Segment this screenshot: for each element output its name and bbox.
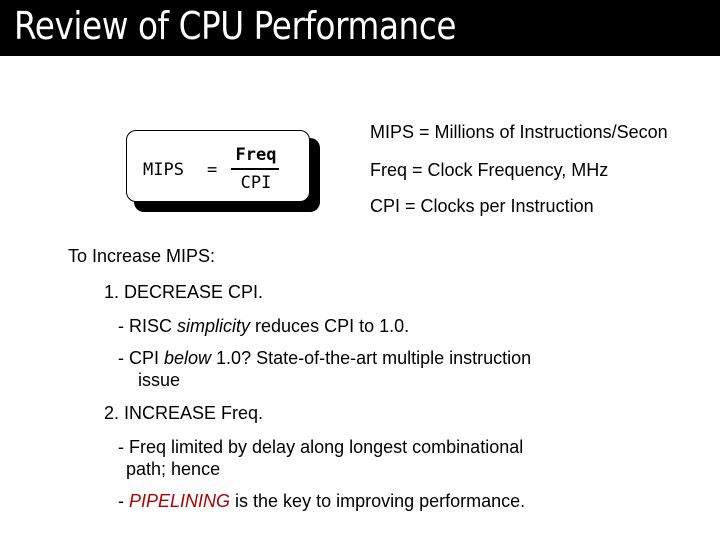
sub-item-cpi-below: - CPI below 1.0? State-of-the-art multip… <box>118 348 531 369</box>
sub-item-cpi-below-emphasis: below <box>164 348 212 368</box>
sub-item-freq-limited-cont: path; hence <box>126 459 221 479</box>
formula-lhs: MIPS <box>143 160 184 180</box>
sub-item-risc-pre: - RISC <box>118 316 178 336</box>
definition-freq: Freq = Clock Frequency, MHz <box>370 160 609 180</box>
sub-item-pipelining-post: is the key to improving performance. <box>230 491 526 511</box>
definition-mips: MIPS = Millions of Instructions/Secon <box>370 122 668 142</box>
item-increase-freq: 2. INCREASE Freq. <box>104 403 264 423</box>
formula-numerator: Freq <box>235 145 277 165</box>
sub-item-risc-post: reduces CPI to 1.0. <box>250 316 410 336</box>
slide-title: Review of CPU Performance <box>14 4 457 48</box>
formula-denominator: CPI <box>240 173 272 193</box>
section-heading: To Increase MIPS: <box>68 246 216 266</box>
sub-item-cpi-below-cont: issue <box>138 370 181 390</box>
sub-item-risc-emphasis: simplicity <box>177 316 251 336</box>
sub-item-cpi-below-pre: - CPI <box>118 348 165 368</box>
sub-item-risc: - RISC simplicity reduces CPI to 1.0. <box>118 316 409 337</box>
sub-item-cpi-below-post: 1.0? State-of-the-art multiple instructi… <box>211 348 532 368</box>
definition-cpi: CPI = Clocks per Instruction <box>370 196 594 216</box>
sub-item-freq-limited: - Freq limited by delay along longest co… <box>118 437 524 457</box>
formula-box: MIPS = Freq CPI <box>126 130 310 202</box>
fraction-bar <box>231 168 279 170</box>
formula-equals: = <box>207 160 218 180</box>
pipelining-highlight: PIPELINING <box>129 491 231 511</box>
item-decrease-cpi: 1. DECREASE CPI. <box>104 282 264 302</box>
sub-item-pipelining: - PIPELINING is the key to improving per… <box>118 491 525 512</box>
title-bar: Review of CPU Performance <box>0 0 720 56</box>
sub-item-pipelining-pre: - <box>118 491 129 511</box>
